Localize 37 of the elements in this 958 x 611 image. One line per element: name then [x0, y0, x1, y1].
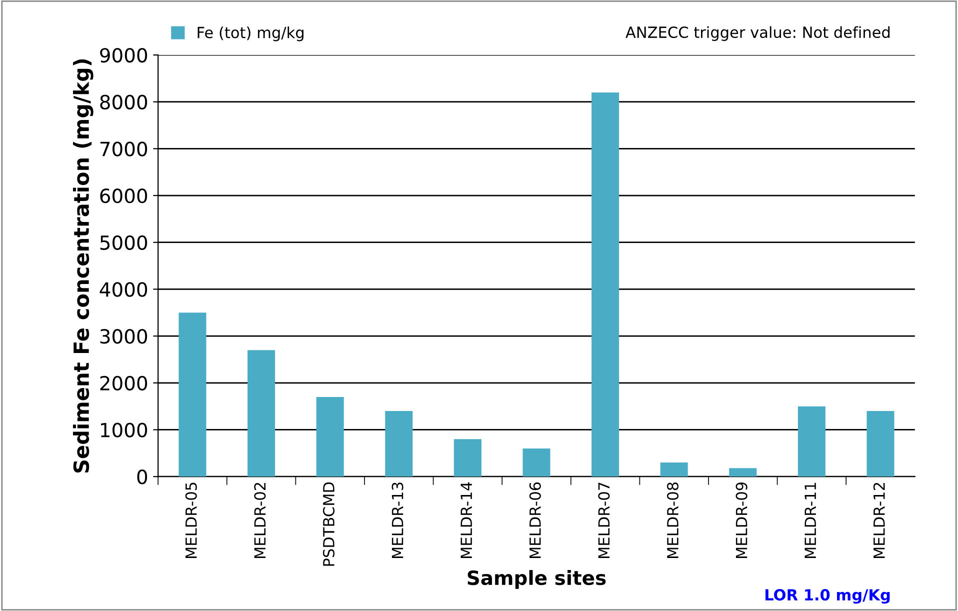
- bar: [522, 448, 550, 477]
- y-tick-label: 1000: [101, 422, 148, 438]
- bar: [660, 462, 688, 477]
- y-tick-label: 2000: [100, 376, 148, 391]
- x-tick-label: MELDR-08: [666, 482, 679, 558]
- x-tick-label: MELDR-13: [392, 482, 404, 558]
- y-tick-label: 4000: [100, 282, 148, 297]
- legend-label: Fe (tot) mg/kg: [198, 26, 304, 42]
- x-tick-label: MELDR-05: [185, 482, 197, 558]
- x-tick-label: PSDTBCMD: [322, 482, 335, 566]
- x-tick-label: MELDR-09: [736, 482, 748, 558]
- x-tick-label: MELDR-02: [254, 482, 266, 558]
- y-tick-label: 7000: [100, 142, 148, 156]
- bar: [729, 468, 757, 477]
- text: LOR 1.0 mg/Kg: [766, 589, 890, 604]
- y-tick-label: 5000: [100, 235, 148, 250]
- x-tick-label: MELDR-07: [598, 482, 610, 558]
- x-tick-label: MELDR-14: [460, 482, 472, 558]
- bar: [592, 92, 620, 477]
- y-tick-label: 3000: [100, 329, 148, 344]
- text: ANZECC trigger value: Not defined: [626, 26, 890, 41]
- x-axis-title: Sample sites: [468, 570, 606, 589]
- y-tick-label: 0: [137, 470, 148, 484]
- bar: [454, 439, 482, 477]
- bar: [798, 406, 826, 477]
- bar: [385, 411, 413, 477]
- y-axis-title: Sediment Fe concentration (mg/kg): [72, 59, 94, 473]
- y-tick-label: 6000: [100, 188, 148, 204]
- x-tick-label: MELDR-06: [529, 482, 541, 558]
- bar: [178, 312, 206, 477]
- x-tick-label: MELDR-12: [873, 482, 885, 558]
- bar: [248, 350, 276, 477]
- x-tick-label: MELDR-11: [804, 482, 816, 558]
- bar: [866, 411, 894, 477]
- bar: [316, 396, 344, 477]
- y-tick-label: 8000: [100, 94, 148, 110]
- y-tick-label: 9000: [100, 48, 148, 63]
